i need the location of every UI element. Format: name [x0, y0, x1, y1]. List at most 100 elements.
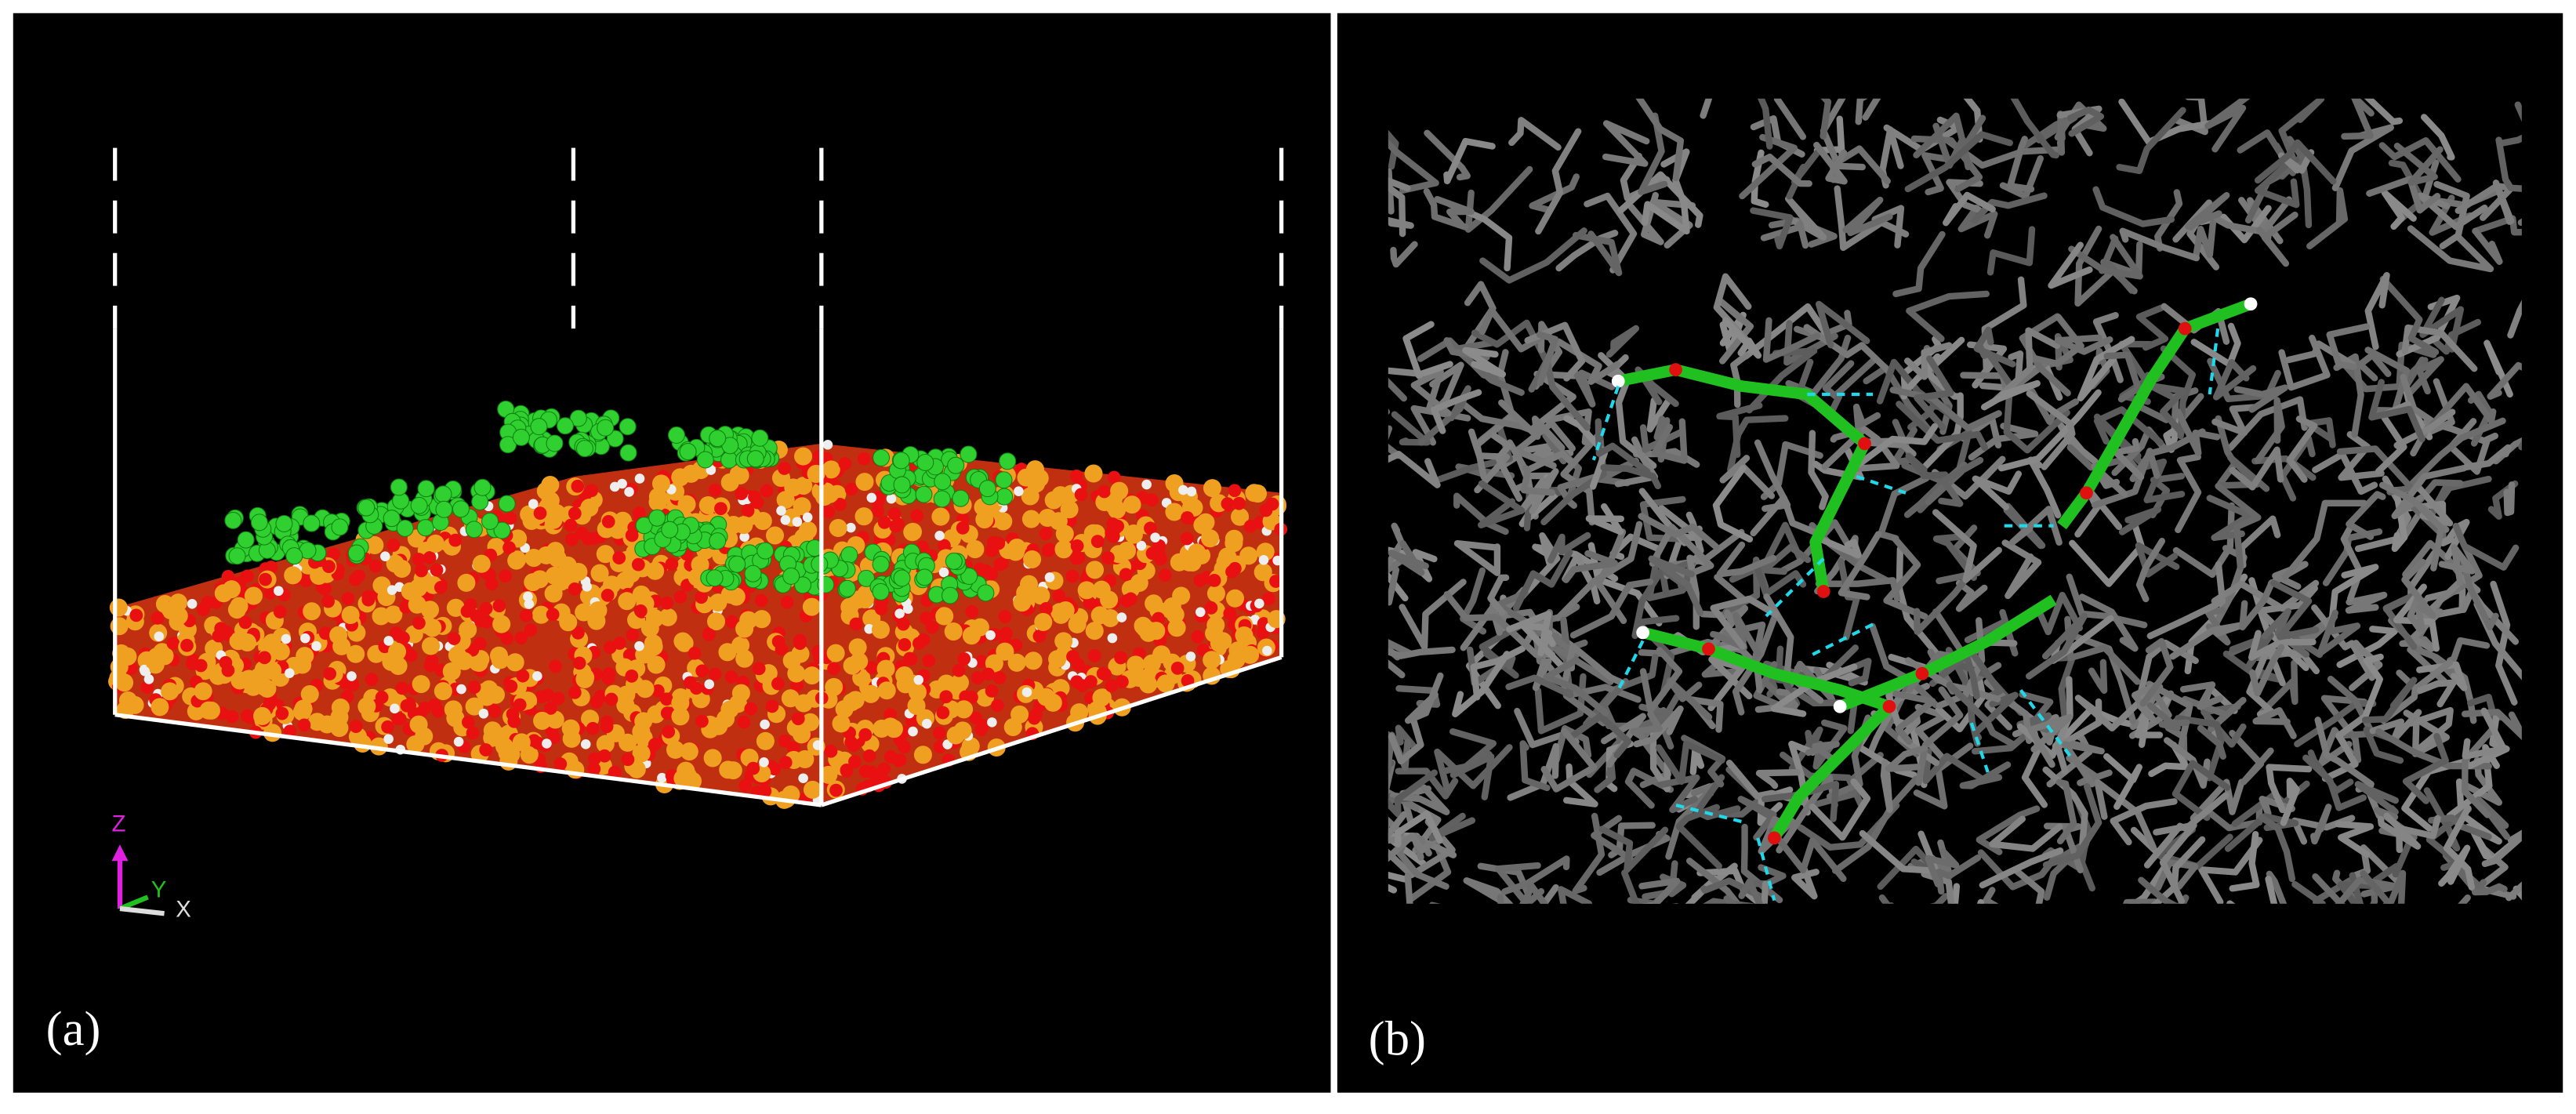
- network-bond: [1991, 327, 2061, 404]
- atom-o: [778, 462, 791, 475]
- atom-c: [619, 444, 637, 462]
- atom-o: [283, 724, 297, 738]
- atom-o: [1069, 469, 1083, 483]
- network-bond: [1655, 740, 1725, 786]
- atom-c: [390, 478, 408, 496]
- network-bond: [2094, 778, 2157, 851]
- atom-h: [822, 439, 833, 450]
- network-bond: [2459, 555, 2499, 630]
- network-bond: [1903, 342, 1953, 380]
- atom-h: [390, 703, 400, 714]
- atom-o: [780, 595, 794, 609]
- atom-si: [822, 460, 840, 479]
- atom-o: [590, 695, 604, 709]
- network-bond: [1528, 357, 1591, 431]
- atom-si: [673, 632, 692, 651]
- atom-o: [767, 762, 782, 776]
- atom-o: [221, 569, 235, 583]
- atom-c: [960, 568, 978, 586]
- network-bond: [1562, 553, 1601, 604]
- network-bond: [2118, 506, 2162, 535]
- atom-si: [541, 476, 560, 495]
- atom-si: [955, 700, 974, 719]
- network-bond: [2503, 481, 2516, 517]
- atom-c: [357, 499, 376, 517]
- atom-o: [547, 731, 561, 745]
- atom-si: [1085, 622, 1104, 640]
- atom-si: [1152, 645, 1171, 664]
- atom-o: [1181, 511, 1194, 524]
- atom-si: [199, 701, 218, 720]
- atom-h: [523, 591, 533, 602]
- network-bond: [1896, 401, 1989, 452]
- oxygen: [2080, 486, 2093, 500]
- network-bond: [1516, 441, 1574, 459]
- atom-h: [478, 708, 489, 719]
- atom-o: [1204, 601, 1218, 615]
- network-bond: [2025, 612, 2088, 680]
- atom-si: [819, 765, 838, 784]
- atom-o: [632, 506, 646, 520]
- network-bond: [1719, 455, 1776, 499]
- atom-h: [154, 631, 165, 642]
- y-label: Y: [151, 876, 167, 902]
- network-bond: [1621, 869, 1679, 904]
- atom-si: [294, 699, 313, 718]
- atom-si: [1048, 650, 1067, 669]
- atom-si: [801, 713, 820, 731]
- network-bond: [1388, 139, 1439, 194]
- atom-si: [739, 611, 758, 630]
- atom-si: [194, 682, 212, 701]
- network-bond: [1417, 337, 1499, 382]
- atom-h: [624, 487, 634, 497]
- network-bond: [2138, 876, 2179, 904]
- atom-o: [688, 646, 702, 660]
- network-bond: [2254, 397, 2285, 464]
- atom-o: [877, 515, 891, 529]
- network-bond: [1739, 133, 1798, 200]
- atom-si: [444, 700, 463, 719]
- atom-si: [728, 695, 747, 713]
- atom-h: [866, 492, 877, 503]
- atom-si: [632, 744, 651, 763]
- network-bond: [2377, 812, 2422, 850]
- panel-a-scene: [108, 147, 1288, 809]
- atom-h: [657, 772, 667, 783]
- network-bond: [2003, 389, 2070, 454]
- hydrogen: [1611, 374, 1625, 388]
- atom-o: [361, 590, 376, 604]
- atom-si: [966, 540, 985, 559]
- atom-si: [1024, 651, 1043, 670]
- atom-c: [746, 450, 764, 468]
- atom-si: [877, 681, 896, 700]
- network-bond: [2092, 186, 2175, 227]
- atom-si: [1030, 469, 1049, 488]
- network-bond: [2294, 700, 2377, 748]
- atom-si: [1165, 503, 1184, 521]
- network-bond: [2119, 227, 2200, 262]
- atom-c: [530, 418, 548, 436]
- network-bond: [1979, 350, 2024, 392]
- atom-o: [1098, 667, 1112, 681]
- atom-c: [416, 519, 434, 537]
- atom-c: [465, 521, 483, 539]
- atom-o: [225, 709, 239, 724]
- atom-o: [1170, 661, 1185, 675]
- atom-c: [892, 452, 910, 470]
- network-bond: [1976, 341, 2014, 389]
- atom-o: [829, 783, 843, 797]
- atom-o: [648, 738, 662, 752]
- atom-c: [452, 500, 470, 518]
- network-bond: [1434, 195, 1475, 230]
- atom-si: [329, 626, 348, 644]
- network-bond: [2438, 544, 2476, 586]
- atom-o: [586, 721, 600, 735]
- atom-si: [709, 717, 728, 735]
- network-bond: [1914, 355, 1954, 431]
- atom-o: [466, 726, 480, 740]
- atom-si: [589, 601, 608, 620]
- atom-o: [219, 655, 233, 669]
- network-bond: [2438, 844, 2471, 887]
- atom-o: [1052, 589, 1066, 603]
- atom-si: [544, 584, 563, 603]
